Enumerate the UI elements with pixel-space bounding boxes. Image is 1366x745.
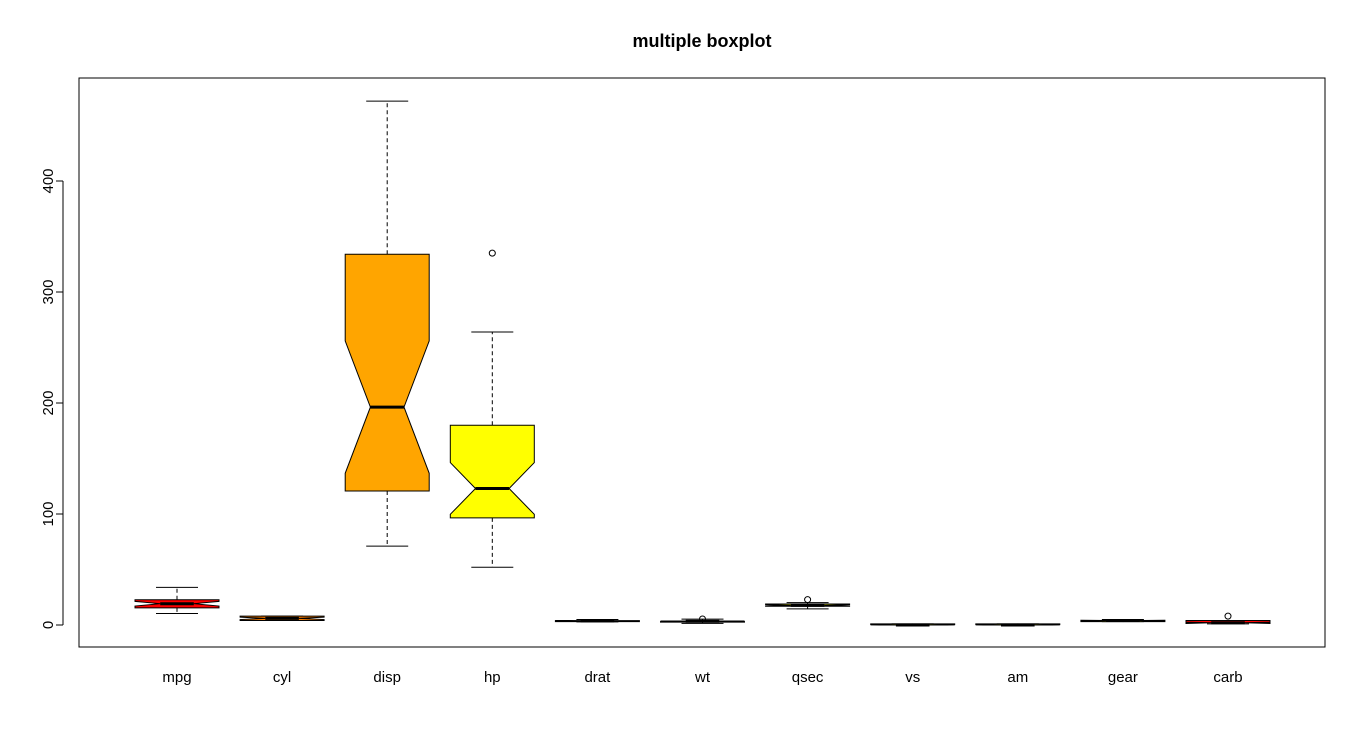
chart-title: multiple boxplot xyxy=(633,31,772,51)
x-tick-label: hp xyxy=(484,669,501,686)
y-tick-label: 0 xyxy=(40,621,57,629)
x-tick-label: disp xyxy=(373,669,401,686)
x-tick-label: qsec xyxy=(792,669,824,686)
outlier-point xyxy=(804,596,812,604)
x-tick-label: carb xyxy=(1213,669,1242,686)
y-tick-label: 200 xyxy=(40,390,57,415)
y-tick-label: 400 xyxy=(40,168,57,193)
outlier-point xyxy=(488,249,496,257)
box-hp xyxy=(449,424,535,519)
y-tick-label: 100 xyxy=(40,501,57,526)
x-tick-label: mpg xyxy=(162,669,191,686)
box-disp xyxy=(344,253,430,492)
x-tick-label: vs xyxy=(905,669,920,686)
x-tick-label: cyl xyxy=(273,669,291,686)
outlier-point xyxy=(699,615,706,623)
x-tick-label: gear xyxy=(1108,669,1138,686)
plot-frame xyxy=(78,77,1326,648)
chart-marks: 0 100 200 300 400 mpg cyl disp hp drat wt qsec vs am g… xyxy=(40,100,1271,686)
y-tick-label: 300 xyxy=(40,279,57,304)
x-tick-label: drat xyxy=(584,669,611,686)
x-tick-label: wt xyxy=(694,669,711,686)
x-tick-label: am xyxy=(1007,669,1028,686)
outlier-point xyxy=(1224,612,1232,620)
